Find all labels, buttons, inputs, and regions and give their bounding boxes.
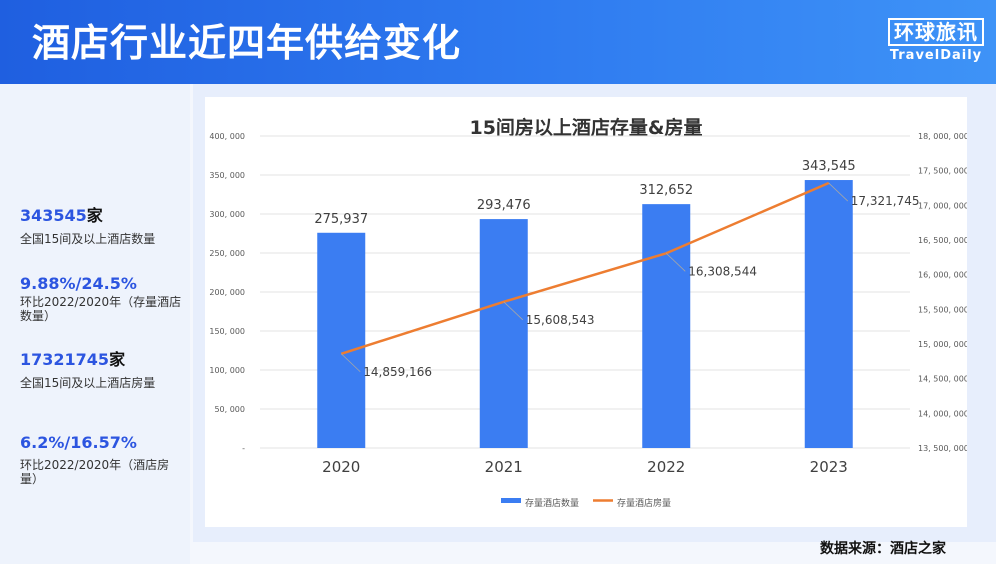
bar-2023 (804, 180, 853, 448)
y-left-tick-label: 100, 000 (209, 366, 245, 375)
stats-panel: 343545家 全国15间及以上酒店数量 9.88%/24.5% 环比2022/… (0, 84, 190, 564)
leader-line (503, 301, 524, 321)
y-right-tick-label: 15, 000, 000 (918, 340, 967, 349)
x-tick-label: 2020 (322, 458, 360, 476)
stat-desc: 环比2022/2020年（酒店房量） (20, 458, 170, 486)
y-left-tick-label: 150, 000 (209, 327, 245, 336)
x-tick-label: 2023 (810, 458, 848, 476)
stat-desc: 全国15间及以上酒店房量 (20, 376, 156, 390)
stat-room-count: 17321745家 全国15间及以上酒店房量 (20, 346, 185, 390)
legend-label-line: 存量酒店房量 (617, 497, 671, 509)
legend-label-bar: 存量酒店数量 (525, 497, 579, 509)
stat-value: 6.2%/16.57% (20, 433, 137, 452)
bar-2022 (642, 204, 691, 448)
line-data-label: 15,608,543 (526, 313, 595, 327)
y-left-tick-label: 250, 000 (209, 249, 245, 258)
bar-2020 (317, 232, 366, 448)
page-title: 酒店行业近四年供给变化 (32, 21, 462, 65)
y-right-tick-label: 14, 000, 000 (918, 409, 967, 418)
y-right-tick-label: 17, 500, 000 (918, 167, 967, 176)
y-left-tick-label: 400, 000 (209, 132, 245, 141)
line-data-label: 17,321,745 (851, 194, 920, 208)
y-left-tick-label: 300, 000 (209, 210, 245, 219)
chart-container: 15间房以上酒店存量&房量 - 50, 000 100, 000 150, 000 200… (205, 97, 969, 527)
chart-title: 15间房以上酒店存量&房量 (469, 116, 702, 139)
y-right-tick-label: 14, 500, 000 (918, 375, 967, 384)
y-left-tick-label: 350, 000 (209, 171, 245, 180)
line-series-rooms (340, 181, 830, 355)
stat-hotel-growth: 9.88%/24.5% 环比2022/2020年（存量酒店数量） (20, 274, 185, 323)
x-tick-label: 2021 (485, 458, 523, 476)
stat-room-growth: 6.2%/16.57% 环比2022/2020年（酒店房量） (20, 433, 185, 486)
leader-line (665, 252, 686, 272)
stat-value: 17321745 (20, 350, 110, 369)
y-left-tick-label: 50, 000 (214, 405, 245, 414)
stat-value: 343545 (20, 206, 87, 225)
y-left-tick-label: 200, 000 (209, 288, 245, 297)
y-right-tick-label: 16, 000, 000 (918, 271, 967, 280)
y-left-tick-label: - (242, 444, 245, 453)
x-tick-label: 2022 (647, 458, 685, 476)
line-data-label: 16,308,544 (688, 264, 757, 278)
leader-line (828, 182, 849, 202)
leader-line (340, 353, 361, 373)
legend-swatch-bar (501, 498, 521, 503)
y-right-tick-label: 18, 000, 000 (918, 132, 967, 141)
bar-data-label: 293,476 (477, 198, 531, 213)
line-data-label: 14,859,166 (363, 365, 432, 379)
logo-cn: 环球旅讯 (888, 18, 984, 46)
stat-desc: 环比2022/2020年（存量酒店数量） (20, 295, 182, 323)
bar-2021 (479, 219, 528, 448)
stat-unit: 家 (109, 350, 126, 369)
stat-unit: 家 (86, 206, 103, 225)
bar-data-label: 312,652 (639, 183, 693, 198)
stat-hotel-count: 343545家 全国15间及以上酒店数量 (20, 202, 185, 246)
stat-desc: 全国15间及以上酒店数量 (20, 232, 156, 246)
y-right-tick-label: 13, 500, 000 (918, 444, 967, 453)
y-right-tick-label: 16, 500, 000 (918, 236, 967, 245)
combo-chart: 15间房以上酒店存量&房量 - 50, 000 100, 000 150, 000 200… (209, 116, 969, 509)
logo-en: TravelDaily (889, 48, 983, 63)
logo: 环球旅讯 TravelDaily (888, 18, 984, 63)
bar-data-label: 275,937 (314, 212, 368, 227)
stat-value: 9.88%/24.5% (20, 274, 137, 293)
data-source: 数据来源：酒店之家 (820, 541, 946, 557)
bar-data-label: 343,545 (802, 159, 856, 174)
y-right-tick-label: 15, 500, 000 (918, 305, 967, 314)
y-right-tick-label: 17, 000, 000 (918, 201, 967, 210)
header-banner: 酒店行业近四年供给变化 环球旅讯 TravelDaily (0, 0, 996, 84)
